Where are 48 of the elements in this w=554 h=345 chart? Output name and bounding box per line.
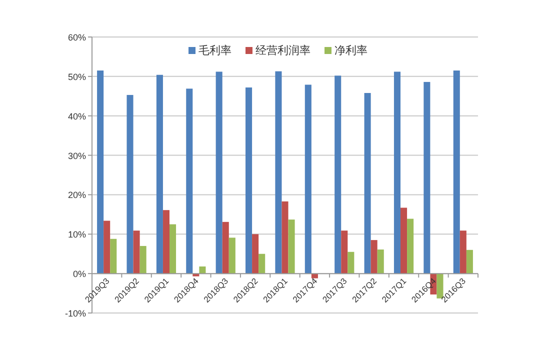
bar xyxy=(192,274,200,276)
bar xyxy=(126,94,134,274)
bar xyxy=(341,230,348,274)
bar xyxy=(400,208,408,274)
bar xyxy=(162,210,170,274)
bar xyxy=(311,274,318,278)
bar xyxy=(156,74,163,274)
bar xyxy=(216,72,222,274)
bar xyxy=(407,218,414,274)
bar xyxy=(348,252,354,274)
bar xyxy=(288,220,295,274)
bar xyxy=(140,246,146,274)
bar xyxy=(186,88,193,274)
y-tick-label: 50% xyxy=(68,72,86,82)
bar xyxy=(377,250,384,274)
legend-label: 毛利率 xyxy=(198,44,232,57)
y-tick-label: 30% xyxy=(68,150,86,161)
bar xyxy=(199,266,206,274)
bar xyxy=(228,238,236,274)
bar xyxy=(133,230,140,274)
bar xyxy=(364,92,371,274)
legend-label: 经营利润率 xyxy=(256,44,310,57)
bar xyxy=(104,220,110,274)
y-tick-label: 60% xyxy=(68,32,86,42)
bar xyxy=(246,87,252,274)
bar xyxy=(460,230,466,274)
bar xyxy=(394,72,401,274)
y-tick-label: 0% xyxy=(72,269,86,280)
bar xyxy=(466,250,473,274)
bar xyxy=(97,70,104,274)
y-tick-label: 40% xyxy=(68,111,86,122)
bar xyxy=(282,201,288,274)
bar xyxy=(275,71,282,274)
bar xyxy=(110,238,117,274)
bar xyxy=(453,70,460,274)
bar xyxy=(334,76,342,274)
y-tick-label: -10% xyxy=(64,308,86,318)
y-tick-label: 20% xyxy=(68,190,86,200)
bar xyxy=(222,222,229,274)
bar xyxy=(436,274,444,298)
bar xyxy=(424,82,430,274)
legend-label: 净利率 xyxy=(334,44,368,57)
bar xyxy=(304,84,312,274)
bar xyxy=(258,254,266,274)
y-tick-label: 10% xyxy=(68,230,86,240)
bar xyxy=(252,234,259,274)
bar xyxy=(169,224,176,274)
bar xyxy=(370,240,378,274)
